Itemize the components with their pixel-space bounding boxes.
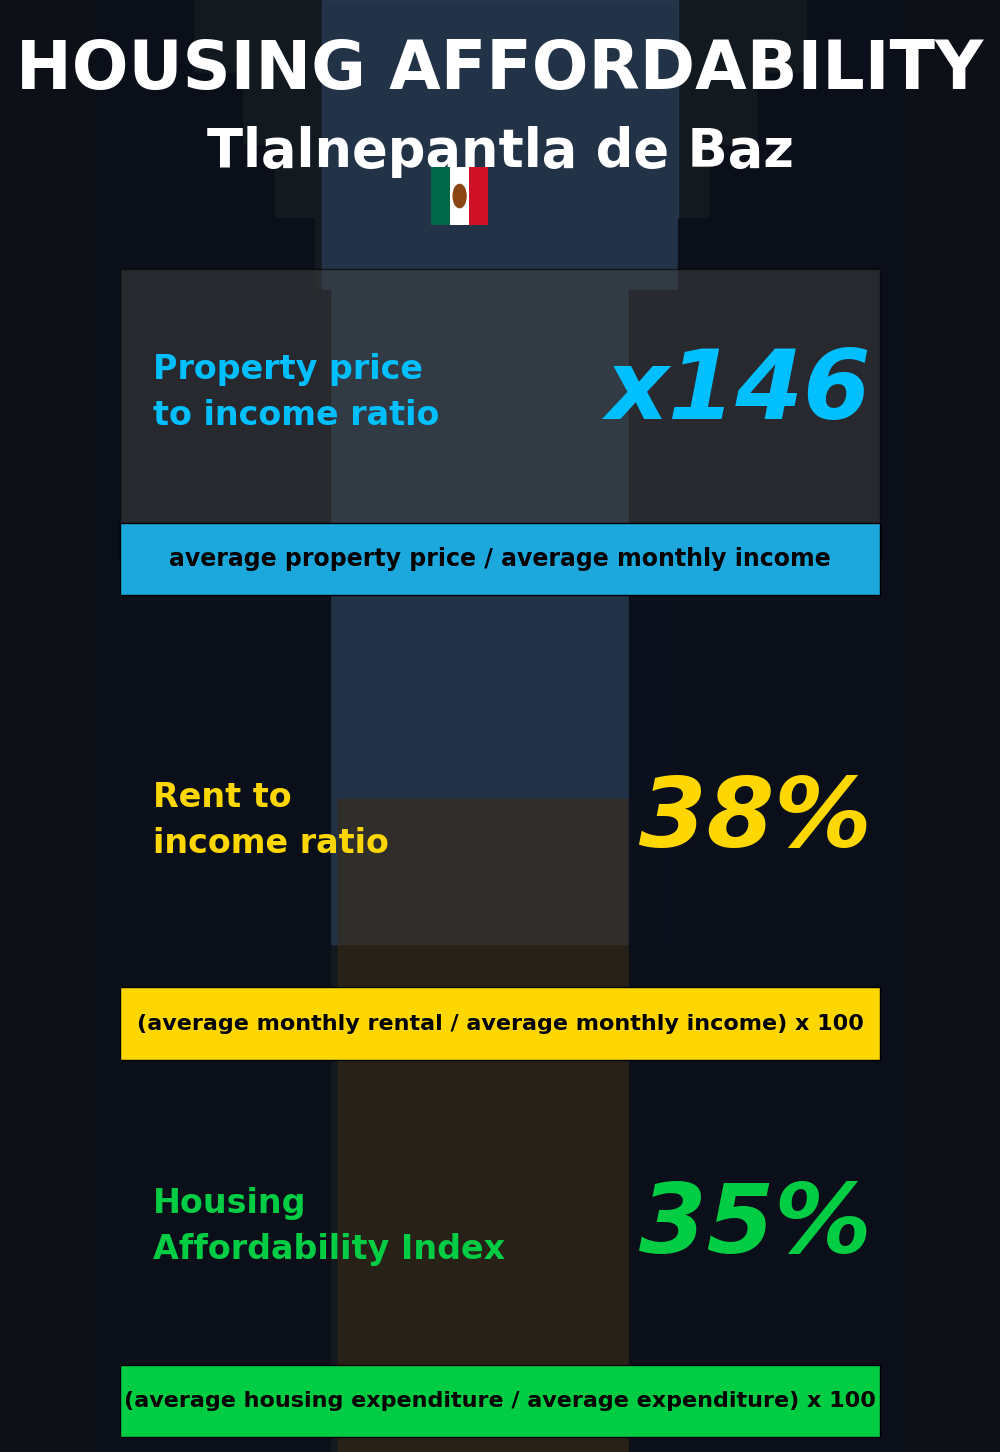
Text: average property price / average monthly income: average property price / average monthly… [169,547,831,571]
Text: 38%: 38% [639,774,872,867]
Text: Rent to
income ratio: Rent to income ratio [153,781,389,860]
Bar [710,145,775,1452]
Text: Tlalnepantla de Baz: Tlalnepantla de Baz [207,126,793,179]
Bar [678,218,734,1452]
Text: Property price
to income ratio: Property price to income ratio [153,353,439,431]
Bar [274,290,330,1452]
Text: x146: x146 [606,346,872,439]
Text: (average housing expenditure / average expenditure) x 100: (average housing expenditure / average e… [124,1391,876,1411]
Bar [338,799,662,1452]
Bar [469,167,488,225]
Bar [450,167,469,225]
FancyBboxPatch shape [120,269,880,559]
Bar [161,73,242,1452]
Bar [807,0,904,1452]
FancyBboxPatch shape [120,523,880,595]
FancyBboxPatch shape [120,987,880,1060]
Bar [96,0,193,1452]
Bar [431,167,450,225]
FancyBboxPatch shape [120,1365,880,1437]
Bar [758,73,839,1452]
Bar [209,145,274,1452]
Text: (average monthly rental / average monthly income) x 100: (average monthly rental / average monthl… [137,1013,863,1034]
Bar [322,0,678,944]
Circle shape [453,184,466,208]
Text: HOUSING AFFORDABILITY: HOUSING AFFORDABILITY [16,36,984,103]
Text: Housing
Affordability Index: Housing Affordability Index [153,1188,505,1266]
Bar [629,290,694,1452]
Bar [242,218,314,1452]
Text: 35%: 35% [639,1180,872,1273]
